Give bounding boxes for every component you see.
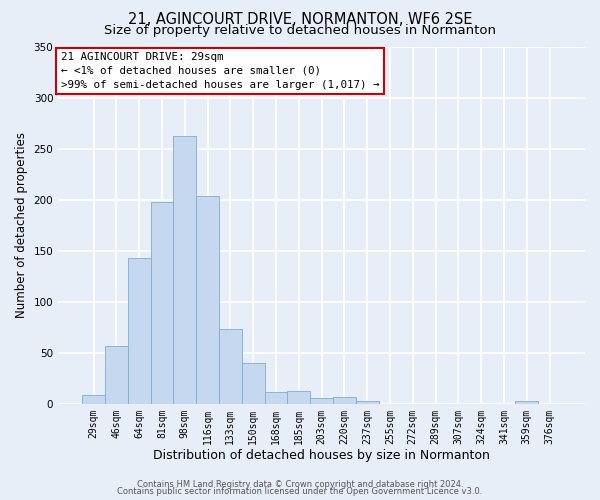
Bar — [151, 202, 173, 404]
Text: Contains HM Land Registry data © Crown copyright and database right 2024.: Contains HM Land Registry data © Crown c… — [137, 480, 463, 489]
Text: Size of property relative to detached houses in Normanton: Size of property relative to detached ho… — [104, 24, 496, 37]
Bar — [310, 398, 333, 404]
Bar — [356, 401, 379, 404]
Bar — [105, 346, 128, 404]
Bar — [265, 392, 287, 404]
Bar — [242, 363, 265, 404]
Bar — [196, 196, 219, 404]
Text: 21 AGINCOURT DRIVE: 29sqm
← <1% of detached houses are smaller (0)
>99% of semi-: 21 AGINCOURT DRIVE: 29sqm ← <1% of detac… — [61, 52, 379, 90]
Bar — [333, 396, 356, 404]
Text: Contains public sector information licensed under the Open Government Licence v3: Contains public sector information licen… — [118, 488, 482, 496]
Bar — [128, 258, 151, 404]
Bar — [515, 401, 538, 404]
Bar — [219, 330, 242, 404]
Y-axis label: Number of detached properties: Number of detached properties — [15, 132, 28, 318]
Bar — [173, 136, 196, 404]
Bar — [82, 394, 105, 404]
Text: 21, AGINCOURT DRIVE, NORMANTON, WF6 2SE: 21, AGINCOURT DRIVE, NORMANTON, WF6 2SE — [128, 12, 472, 28]
X-axis label: Distribution of detached houses by size in Normanton: Distribution of detached houses by size … — [153, 450, 490, 462]
Bar — [287, 390, 310, 404]
